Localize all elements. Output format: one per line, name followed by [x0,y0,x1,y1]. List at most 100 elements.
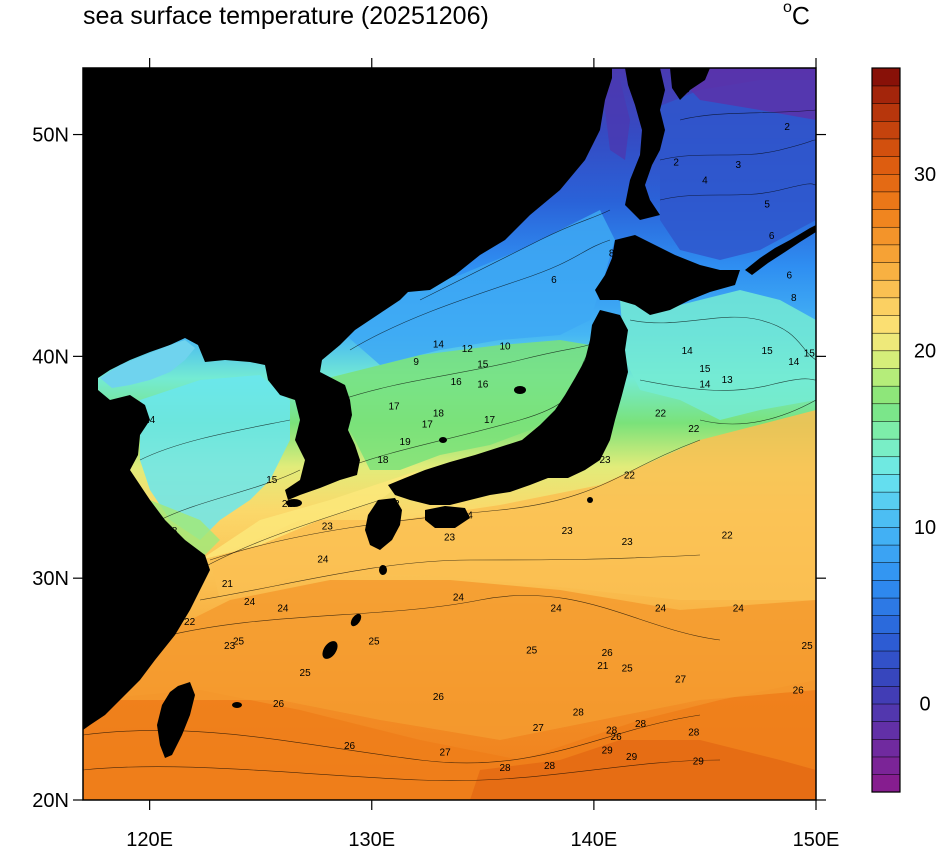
colorbar-swatch [871,244,901,263]
temperature-patch [320,340,590,470]
isotherm-line [209,439,701,561]
plot-frame [82,67,817,801]
contour-label: 24 [317,555,329,566]
contour-label: 23 [224,641,236,652]
contour-label: 26 [433,692,445,703]
contour-label: 27 [440,748,452,759]
contour-label: 6 [551,275,557,286]
temperature-patch [83,580,816,740]
colorbar-tick-label: 30 [914,164,936,186]
x-tick-label: 120E [126,829,173,851]
colorbar-swatch [871,756,901,775]
temperature-patch [340,210,615,365]
contour-label: 28 [635,719,647,730]
contour-label: 29 [626,752,638,763]
contour-label: 16 [451,377,463,388]
contour-label: 24 [277,604,289,615]
contour-label: 21 [222,579,234,590]
contour-label: 22 [655,408,667,419]
colorbar-swatch [871,509,901,528]
contour-label: 26 [344,741,356,752]
isotherm-line [139,419,291,461]
land-tanegashima [379,565,387,575]
contour-label: 23 [599,455,611,466]
x-tick-label: 140E [571,829,618,851]
contour-label: 9 [413,357,419,368]
temperature-patch [650,80,816,260]
contour-label: 22 [282,499,294,510]
bohai-sea [100,340,195,388]
temperature-patch [210,410,816,600]
contour-label: 28 [606,726,618,737]
inner-seas [100,340,195,388]
x-tick-label: 150E [793,829,840,851]
contour-label: 23 [622,537,634,548]
contour-label: 6 [787,271,793,282]
land-masses [83,68,816,758]
contour-label: 18 [433,408,445,419]
chart-title: sea surface temperature (20251206) [83,2,489,30]
contour-label: 6 [769,231,775,242]
land-oki [439,437,447,443]
contour-label: 15 [266,475,278,486]
contour-label: 17 [422,419,434,430]
colorbar-swatch [871,120,901,140]
contour-label: 2 [784,122,790,133]
temperature-patch [670,68,816,120]
colorbar-swatch [871,473,901,493]
land-kuril-islands [745,225,816,275]
contour-label: 8 [791,293,797,304]
land-ishigaki [232,702,242,708]
isotherm-line [349,239,611,351]
isotherm-line [679,109,816,121]
isotherm-line [659,183,816,201]
degree-symbol: o [783,0,792,16]
isotherm-line [83,714,701,764]
isotherm-line [189,499,381,576]
colorbar-swatch [871,403,901,422]
contour-label: 23 [562,526,574,537]
colorbar-swatch [871,491,901,511]
contour-label: 23 [322,521,334,532]
colorbar-tick-label: 0 [919,694,930,716]
colorbar-swatch [871,456,901,475]
contour-label: 24 [244,597,256,608]
isotherm-line [629,316,816,361]
colorbar-tick-label: 20 [914,341,936,363]
contour-label: 15 [804,348,816,359]
contour-label: 26 [793,686,805,697]
isotherm-line [659,139,816,161]
contour-label: 24 [733,604,745,615]
axis-ticks: 120E 130E 140E 150E 20N 30N 40N 50N [32,58,839,851]
contour-label: 13 [722,375,734,386]
temperature-patch [150,500,220,560]
contour-label: 27 [533,723,545,734]
isotherm-line [639,378,816,391]
colorbar-swatch [871,579,901,599]
colorbar-swatch [871,261,901,281]
contour-label: 24 [453,592,465,603]
contour-label: 0 [684,84,690,95]
contour-label-group: 1514182120222324252223242526242223242425… [144,84,815,774]
colorbar-swatch [871,279,901,299]
land-asia-continent [83,68,612,730]
contour-label: 12 [462,344,474,355]
colorbar-swatch [871,67,901,87]
contour-label: 14 [788,357,800,368]
y-tick-label: 20N [32,790,69,812]
contour-label: 2 [673,158,679,169]
colorbar-swatch [871,685,901,705]
contour-label: 26 [611,732,623,743]
colorbar-swatch [871,721,901,740]
land-hokkaido [595,235,740,315]
colorbar-swatch [871,138,901,157]
contour-label: 5 [764,200,770,211]
colorbar-swatch [871,668,901,687]
land-izu-islands [587,497,593,503]
colorbar-swatch [871,526,901,546]
contour-label: 28 [573,708,585,719]
colorbar-swatch [871,597,901,616]
land-jeju [286,499,302,507]
land-taiwan [157,682,195,758]
